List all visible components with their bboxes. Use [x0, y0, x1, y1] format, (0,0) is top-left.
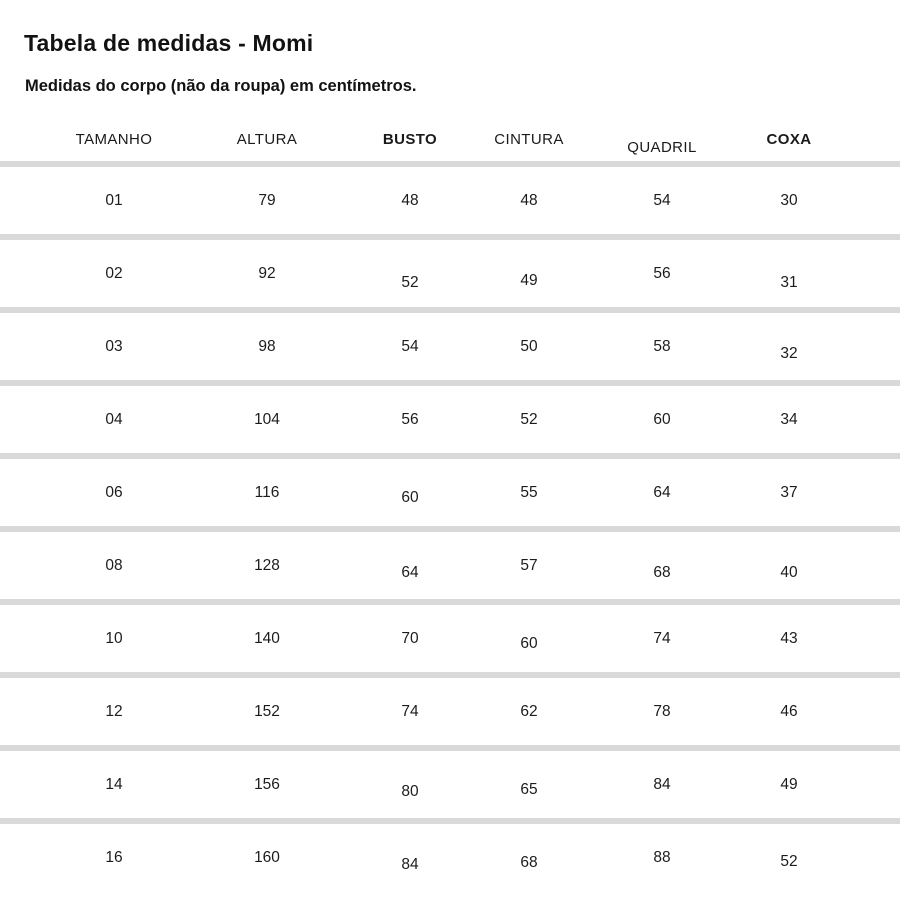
cell-altura: 92 [258, 264, 276, 282]
column-header-cintura: CINTURA [494, 131, 564, 148]
cell-quadril: 58 [653, 337, 671, 355]
cell-tamanho: 01 [105, 191, 123, 209]
cell-coxa: 30 [780, 191, 798, 209]
cell-busto: 60 [401, 488, 419, 506]
cell-quadril: 78 [653, 702, 671, 720]
cell-busto: 84 [401, 855, 419, 873]
table-row: 16 160 84 68 88 52 [0, 818, 900, 891]
cell-cintura: 68 [520, 853, 538, 871]
cell-cintura: 60 [520, 634, 538, 652]
measurements-table: TAMANHO ALTURA BUSTO CINTURA QUADRIL COX… [0, 118, 900, 891]
cell-quadril: 54 [653, 191, 671, 209]
cell-busto: 80 [401, 782, 419, 800]
cell-busto: 70 [401, 629, 419, 647]
cell-altura: 104 [254, 410, 280, 428]
column-header-tamanho: TAMANHO [75, 131, 153, 148]
cell-tamanho: 02 [105, 264, 123, 282]
table-row: 04 104 56 52 60 34 [0, 380, 900, 453]
cell-busto: 56 [401, 410, 419, 428]
cell-cintura: 49 [520, 271, 538, 289]
cell-coxa: 37 [780, 483, 798, 501]
table-row: 10 140 70 60 74 43 [0, 599, 900, 672]
cell-tamanho: 08 [105, 556, 123, 574]
cell-cintura: 52 [520, 410, 538, 428]
cell-quadril: 64 [653, 483, 671, 501]
table-row: 01 79 48 48 54 30 [0, 161, 900, 234]
cell-cintura: 50 [520, 337, 538, 355]
cell-altura: 152 [254, 702, 280, 720]
table-row: 03 98 54 50 58 32 [0, 307, 900, 380]
cell-busto: 54 [401, 337, 419, 355]
cell-cintura: 55 [520, 483, 538, 501]
cell-tamanho: 16 [105, 848, 123, 866]
page-title: Tabela de medidas - Momi [24, 30, 314, 56]
column-header-busto: BUSTO [382, 131, 438, 148]
cell-quadril: 74 [653, 629, 671, 647]
cell-coxa: 43 [780, 629, 798, 647]
cell-tamanho: 10 [105, 629, 123, 647]
cell-altura: 156 [254, 775, 280, 793]
table-header-row: TAMANHO ALTURA BUSTO CINTURA QUADRIL COX… [0, 118, 900, 161]
cell-tamanho: 14 [105, 775, 123, 793]
cell-tamanho: 12 [105, 702, 123, 720]
cell-coxa: 52 [780, 852, 798, 870]
cell-tamanho: 06 [105, 483, 123, 501]
cell-altura: 116 [254, 483, 280, 501]
table-row: 12 152 74 62 78 46 [0, 672, 900, 745]
cell-quadril: 68 [653, 563, 671, 581]
table-row: 14 156 80 65 84 49 [0, 745, 900, 818]
cell-quadril: 56 [653, 264, 671, 282]
cell-quadril: 60 [653, 410, 671, 428]
table-row: 06 116 60 55 64 37 [0, 453, 900, 526]
cell-quadril: 88 [653, 848, 671, 866]
page-subtitle: Medidas do corpo (não da roupa) em centí… [25, 77, 417, 95]
cell-busto: 64 [401, 563, 419, 581]
cell-cintura: 62 [520, 702, 538, 720]
cell-altura: 160 [254, 848, 280, 866]
cell-busto: 74 [401, 702, 419, 720]
column-header-coxa: COXA [766, 131, 812, 148]
column-header-altura: ALTURA [236, 131, 298, 148]
table-row: 08 128 64 57 68 40 [0, 526, 900, 599]
cell-coxa: 31 [780, 273, 798, 291]
cell-coxa: 49 [780, 775, 798, 793]
cell-busto: 48 [401, 191, 419, 209]
cell-quadril: 84 [653, 775, 671, 793]
cell-altura: 98 [258, 337, 276, 355]
cell-tamanho: 03 [105, 337, 123, 355]
cell-coxa: 40 [780, 563, 798, 581]
cell-cintura: 65 [520, 780, 538, 798]
table-row: 02 92 52 49 56 31 [0, 234, 900, 307]
column-header-quadril: QUADRIL [627, 139, 697, 156]
cell-busto: 52 [401, 273, 419, 291]
cell-coxa: 46 [780, 702, 798, 720]
cell-altura: 128 [254, 556, 280, 574]
cell-altura: 140 [254, 629, 280, 647]
cell-cintura: 57 [520, 556, 538, 574]
cell-coxa: 32 [780, 344, 798, 362]
cell-cintura: 48 [520, 191, 538, 209]
cell-tamanho: 04 [105, 410, 123, 428]
cell-coxa: 34 [780, 410, 798, 428]
cell-altura: 79 [258, 191, 276, 209]
